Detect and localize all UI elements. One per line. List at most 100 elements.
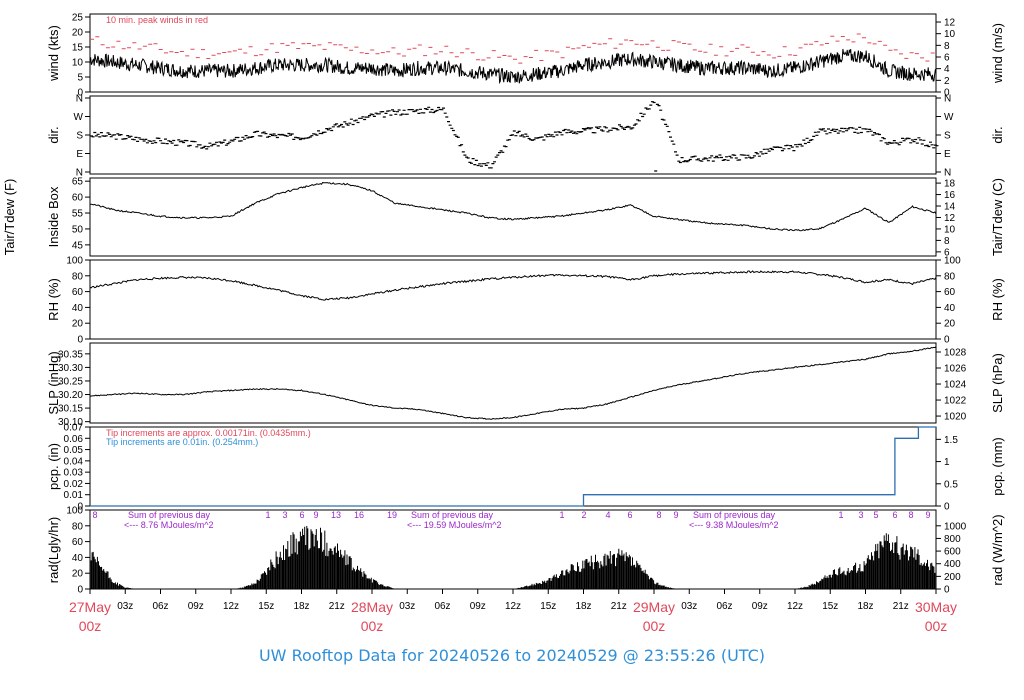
x-tick-label: 12z bbox=[223, 601, 239, 612]
sunrise-hour-label: 16 bbox=[354, 510, 364, 520]
radiation-ytick-label: 60 bbox=[72, 537, 84, 548]
date-label-time: 00z bbox=[79, 618, 102, 634]
date-label-time: 00z bbox=[643, 618, 666, 634]
precip-ytick-right-label: 0.5 bbox=[944, 479, 958, 490]
sunrise-hour-label: 8 bbox=[908, 510, 913, 520]
wind-ytick-label: 20 bbox=[72, 28, 84, 39]
daily-sum-label: Sum of previous day bbox=[128, 510, 211, 520]
wind-ytick-right-label: 4 bbox=[944, 64, 950, 75]
peak-wind-marks bbox=[90, 33, 935, 64]
wind-ytick-right-label: 10 bbox=[944, 29, 956, 40]
sunrise-hour-label: 3 bbox=[282, 510, 287, 520]
wind-ytick-label: 0 bbox=[77, 88, 83, 99]
temperature-ylabel-line1: Tair/Tdew (F) bbox=[2, 179, 17, 256]
pressure-ytick-right-label: 1020 bbox=[944, 412, 967, 423]
radiation-ytick-label: 40 bbox=[72, 553, 84, 564]
pressure-ytick-right-label: 1028 bbox=[944, 347, 967, 358]
wind-ytick-right-label: 8 bbox=[944, 41, 950, 52]
x-tick-label: 15z bbox=[258, 601, 274, 612]
x-tick-label: 21z bbox=[329, 601, 345, 612]
direction-ytick-right-label: N bbox=[944, 94, 951, 105]
sunrise-hour-label: 19 bbox=[387, 510, 397, 520]
temperature-ytick-label: 65 bbox=[72, 177, 84, 188]
humidity-ylabel-right: RH (%) bbox=[990, 278, 1005, 321]
x-tick-label: 12z bbox=[505, 601, 521, 612]
pressure-ylabel: SLP (inHg) bbox=[46, 351, 61, 414]
sunrise-hour-label: 4 bbox=[605, 510, 610, 520]
radiation-ytick-right-label: 0 bbox=[944, 585, 950, 596]
sunrise-hour-label: 9 bbox=[313, 510, 318, 520]
daily-sum-value: <--- 8.76 MJoules/m^2 bbox=[124, 520, 214, 530]
daily-sum-value: <--- 19.59 MJoules/m^2 bbox=[407, 520, 502, 530]
date-label-day: 29May bbox=[633, 599, 675, 615]
sunrise-hour-label: 3 bbox=[858, 510, 863, 520]
humidity-ytick-label: 100 bbox=[66, 256, 83, 267]
precip-ytick-label: 0.03 bbox=[64, 468, 84, 479]
x-tick-label: 12z bbox=[787, 601, 803, 612]
humidity-ytick-label: 40 bbox=[72, 303, 84, 314]
date-label-time: 00z bbox=[361, 618, 384, 634]
wind-speed-line bbox=[89, 48, 937, 85]
precip-ytick-label: 0.01 bbox=[64, 490, 84, 501]
humidity-ytick-right-label: 0 bbox=[944, 335, 950, 346]
radiation-ytick-label: 100 bbox=[66, 506, 83, 517]
x-tick-label: 09z bbox=[752, 601, 768, 612]
direction-ytick-right-label: N bbox=[944, 168, 951, 179]
temperature-ytick-right-label: 10 bbox=[944, 224, 956, 235]
humidity-line bbox=[89, 270, 937, 301]
temperature-ytick-label: 60 bbox=[72, 193, 84, 204]
pressure-ytick-right-label: 1022 bbox=[944, 396, 967, 407]
temperature-ytick-right-label: 16 bbox=[944, 190, 956, 201]
peak-wind-note: 10 min. peak winds in red bbox=[106, 15, 208, 25]
pressure-ytick-label: 30.10 bbox=[58, 417, 83, 428]
sunrise-hour-label: 1 bbox=[265, 510, 270, 520]
x-tick-label: 06z bbox=[434, 601, 450, 612]
tip-note-2: Tip increments are 0.01in. (0.254mm.) bbox=[106, 437, 258, 447]
precip-ylabel-right: pcp. (mm) bbox=[990, 437, 1005, 496]
sunrise-hour-label: 1 bbox=[838, 510, 843, 520]
wind-ylabel-right: wind (m/s) bbox=[990, 23, 1005, 84]
radiation-bars bbox=[89, 526, 936, 589]
direction-ytick-right-label: W bbox=[944, 112, 954, 123]
pressure-ytick-label: 30.25 bbox=[58, 376, 83, 387]
date-label-day: 28May bbox=[351, 599, 393, 615]
figure-title: UW Rooftop Data for 20240526 to 20240529… bbox=[258, 646, 766, 665]
sunrise-hour-label: 13 bbox=[331, 510, 341, 520]
direction-ytick-label: S bbox=[76, 131, 83, 142]
pressure-ytick-right-label: 1026 bbox=[944, 364, 967, 375]
tip-note-1: Tip increments are approx. 0.00171in. (0… bbox=[106, 428, 311, 438]
precip-ytick-label: 0.06 bbox=[64, 434, 84, 445]
sunrise-hour-label: 1 bbox=[559, 510, 564, 520]
precip-line bbox=[90, 426, 936, 507]
wind-ytick-label: 5 bbox=[77, 73, 83, 84]
date-label-day: 30May bbox=[915, 599, 957, 615]
x-tick-label: 21z bbox=[611, 601, 627, 612]
humidity-ylabel: RH (%) bbox=[46, 278, 61, 321]
precip-ytick-label: 0.02 bbox=[64, 479, 84, 490]
x-tick-label: 18z bbox=[575, 601, 591, 612]
humidity-ytick-right-label: 80 bbox=[944, 271, 956, 282]
x-tick-label: 21z bbox=[893, 601, 909, 612]
wind-ylabel: wind (kts) bbox=[46, 25, 61, 82]
wind-ytick-right-label: 2 bbox=[944, 76, 950, 87]
x-tick-label: 15z bbox=[822, 601, 838, 612]
x-tick-label: 06z bbox=[716, 601, 732, 612]
temperature-ytick-label: 55 bbox=[72, 209, 84, 220]
direction-ytick-label: W bbox=[74, 112, 84, 123]
x-tick-label: 18z bbox=[293, 601, 309, 612]
wind-ytick-right-label: 0 bbox=[944, 88, 950, 99]
sunrise-hour-label: 6 bbox=[892, 510, 897, 520]
humidity-panel-frame bbox=[89, 259, 937, 340]
x-tick-label: 09z bbox=[188, 601, 204, 612]
date-label-time: 00z bbox=[925, 618, 948, 634]
sunrise-hour-label: 9 bbox=[925, 510, 930, 520]
temperature-ytick-right-label: 18 bbox=[944, 179, 956, 190]
sunrise-hour-label: 5 bbox=[873, 510, 878, 520]
precip-ytick-label: 0 bbox=[77, 502, 83, 513]
pressure-ytick-label: 30.20 bbox=[58, 390, 83, 401]
radiation-panel-frame bbox=[89, 509, 937, 590]
temperature-line bbox=[90, 182, 937, 232]
humidity-ytick-label: 80 bbox=[72, 271, 84, 282]
x-tick-label: 18z bbox=[857, 601, 873, 612]
temperature-ytick-right-label: 6 bbox=[944, 247, 950, 258]
